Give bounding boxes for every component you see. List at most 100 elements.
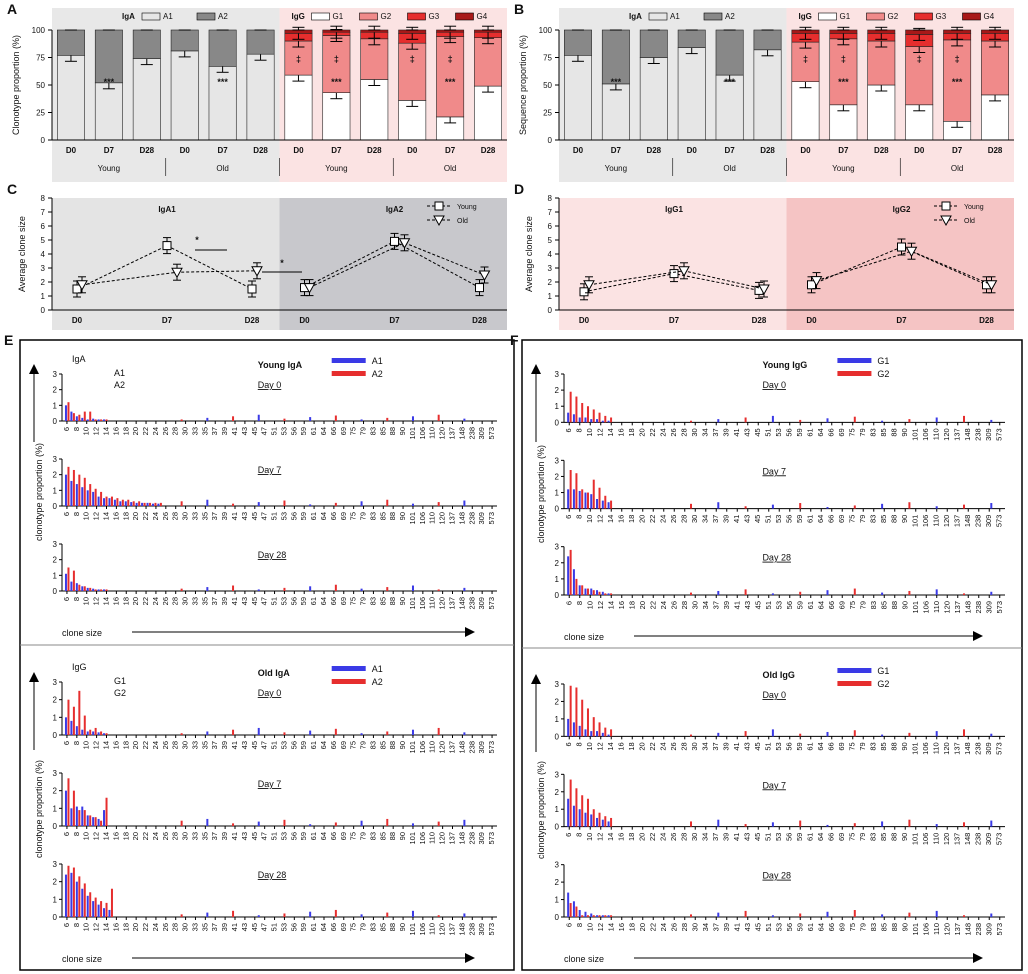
bar-G1 <box>590 494 593 509</box>
x-tick-label: 41 <box>732 515 741 523</box>
bar-A2 <box>72 706 75 735</box>
x-tick-label: 8 <box>72 832 81 836</box>
bar-A2 <box>83 411 86 421</box>
bar-A2 <box>67 466 70 506</box>
day-label: Day 28 <box>762 871 791 881</box>
bar-sparse <box>799 419 802 423</box>
bar-sparse <box>411 585 414 591</box>
x-tick-label: D7 <box>218 146 229 155</box>
x-tick-label: 37 <box>711 923 720 931</box>
x-tick-label: 106 <box>921 601 930 614</box>
x-tick-label: 120 <box>942 833 951 846</box>
x-tick-label: 45 <box>753 601 762 609</box>
x-tick-label: 37 <box>711 515 720 523</box>
bar-A2 <box>83 883 86 917</box>
x-tick-label: 573 <box>995 833 1004 846</box>
bar-G2 <box>581 489 584 509</box>
x-tick-label: 51 <box>764 833 773 841</box>
bar-sparse <box>283 500 286 506</box>
bar-sparse <box>963 593 965 595</box>
y-tick-label: 0 <box>53 731 58 740</box>
bar-sparse <box>935 417 938 423</box>
legend-swatch-G2 <box>359 12 378 21</box>
bar-G2 <box>581 585 584 595</box>
bar-G1 <box>607 502 610 509</box>
x-tick-label: 10 <box>585 428 594 436</box>
bar-G1 <box>601 819 604 827</box>
bar-G2 <box>610 593 613 595</box>
legend-label: Young <box>457 204 477 211</box>
bar-G1 <box>596 731 599 737</box>
panel-C: C 0 1 2 3 4 5 6 7 8 Average clone size IgA1 D0 D7 D28 I… <box>7 181 507 330</box>
x-tick-label: 106 <box>921 833 930 846</box>
x-tick-label: 85 <box>879 428 888 436</box>
group-label: Young <box>98 164 120 173</box>
x-tick-label: 110 <box>932 923 941 935</box>
group-label: Old <box>951 164 963 173</box>
x-tick-label: 43 <box>743 601 752 609</box>
legend-label-G2: G2 <box>381 12 392 21</box>
point-young <box>475 283 484 293</box>
x-tick-label: 148 <box>963 515 972 528</box>
x-tick-label: 8 <box>72 512 81 516</box>
y-tick-label: 4 <box>548 250 553 259</box>
x-tick-label: 51 <box>764 601 773 609</box>
bar-G2 <box>575 396 578 423</box>
bar-sparse <box>881 821 884 827</box>
bar-sparse <box>206 417 209 421</box>
x-tick-label: 66 <box>329 427 338 435</box>
bar-A1 <box>86 815 89 826</box>
x-tick-label: 75 <box>349 741 358 749</box>
x-tick-label: 37 <box>711 742 720 750</box>
iga-background <box>559 8 787 182</box>
bar-G1 <box>572 805 575 827</box>
bar-G1 <box>567 892 570 917</box>
x-tick-label: 66 <box>827 833 836 841</box>
bar-A2 <box>143 502 146 506</box>
bar-A2 <box>246 29 275 55</box>
x-tick-label: 56 <box>289 427 298 435</box>
x-tick-label: 37 <box>210 427 219 435</box>
x-tick-label: 148 <box>457 923 466 936</box>
x-tick-label: 45 <box>753 833 762 841</box>
annotation-dagger: ‡ <box>410 54 415 64</box>
x-tick-label: 51 <box>764 428 773 436</box>
bar-G1 <box>607 593 610 595</box>
bar-G1 <box>584 492 587 509</box>
bar-A1 <box>103 733 106 735</box>
bar-sparse <box>180 588 183 591</box>
bar-G1 <box>791 81 820 141</box>
x-tick-label: 137 <box>448 512 457 525</box>
panel-A: A IgA A1 A2 IgG G1 G2 G3 G4 0 25 50 75 100 Clonotype p… <box>7 1 507 182</box>
bar-G2 <box>604 816 607 827</box>
x-tick-label: 66 <box>329 597 338 605</box>
x-tick-label: 75 <box>349 923 358 931</box>
x-tick-label: 28 <box>680 923 689 931</box>
y-tick-label: 0 <box>41 306 46 315</box>
y-tick-label: 2 <box>555 472 560 481</box>
x-tick-label: 20 <box>638 833 647 841</box>
x-tick-label: 16 <box>617 833 626 841</box>
x-tick-label: 309 <box>477 741 486 754</box>
legend-label-G3: G3 <box>429 12 440 21</box>
x-tick-label: D28 <box>874 146 889 155</box>
bar-G1 <box>590 814 593 827</box>
x-tick-label: 20 <box>638 601 647 609</box>
x-tick-label: 45 <box>753 428 762 436</box>
bar-A1 <box>86 419 89 421</box>
bar-G2 <box>598 915 601 917</box>
bar-sparse <box>744 589 747 595</box>
bar-sparse <box>744 417 747 423</box>
bar-G1 <box>867 84 896 141</box>
x-tick-label: 61 <box>806 601 815 609</box>
x-tick-label: 238 <box>467 923 476 936</box>
legend-marker <box>433 215 445 227</box>
x-tick-label: 26 <box>669 742 678 750</box>
x-tick-label: 101 <box>408 832 417 845</box>
bar-A1 <box>146 502 149 506</box>
x-tick-label: D28 <box>481 146 496 155</box>
bar-sparse <box>437 821 440 826</box>
bar-G2 <box>581 795 584 827</box>
x-tick-label: 30 <box>690 601 699 609</box>
